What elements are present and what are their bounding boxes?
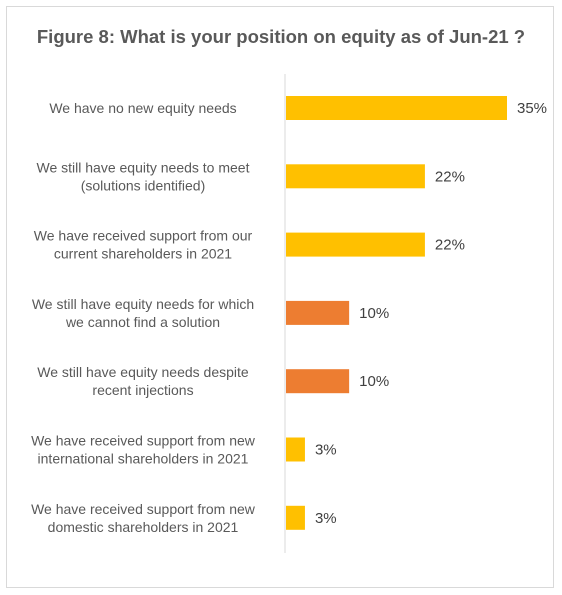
value-label-6: 3% (315, 442, 337, 459)
bar-3 (286, 232, 425, 257)
value-label-4: 10% (359, 305, 389, 322)
bar-2 (286, 164, 425, 189)
category-label-3-line-2: current shareholders in 2021 (54, 246, 232, 262)
category-label-6-line-2: international shareholders in 2021 (38, 451, 249, 467)
category-label-2-line-2: (solutions identified) (81, 177, 206, 193)
bar-1 (286, 96, 507, 120)
value-label-3: 22% (435, 237, 465, 254)
bars-group (286, 96, 507, 530)
category-label-5-line-2: recent injections (92, 382, 193, 398)
category-label-7-line-2: domestic shareholders in 2021 (48, 519, 239, 535)
category-labels-group: We have no new equity needs We still have… (31, 100, 256, 535)
chart-title: Figure 8: What is your position on equit… (36, 26, 526, 47)
value-labels-group: 35% 22% 22% 10% 10% 3% 3% (315, 100, 547, 527)
category-label-6-line-1: We have received support from new (31, 433, 256, 449)
value-label-5: 10% (359, 373, 389, 390)
bar-6 (286, 437, 305, 462)
bar-7 (286, 505, 305, 530)
bar-4 (286, 300, 350, 325)
category-label-5-line-1: We still have equity needs despite (37, 364, 249, 380)
value-label-2: 22% (435, 168, 465, 185)
category-label-3-line-1: We have received support from our (34, 228, 253, 244)
value-label-1: 35% (517, 100, 547, 117)
category-label-4-line-1: We still have equity needs for which (32, 296, 254, 312)
category-label-7-line-1: We have received support from new (31, 501, 256, 517)
bar-5 (286, 369, 350, 394)
value-label-7: 3% (315, 510, 337, 527)
category-label-2-line-1: We still have equity needs to meet (37, 159, 250, 175)
category-label-4-line-2: we cannot find a solution (65, 314, 220, 330)
category-label-1-line-1: We have no new equity needs (49, 100, 236, 116)
